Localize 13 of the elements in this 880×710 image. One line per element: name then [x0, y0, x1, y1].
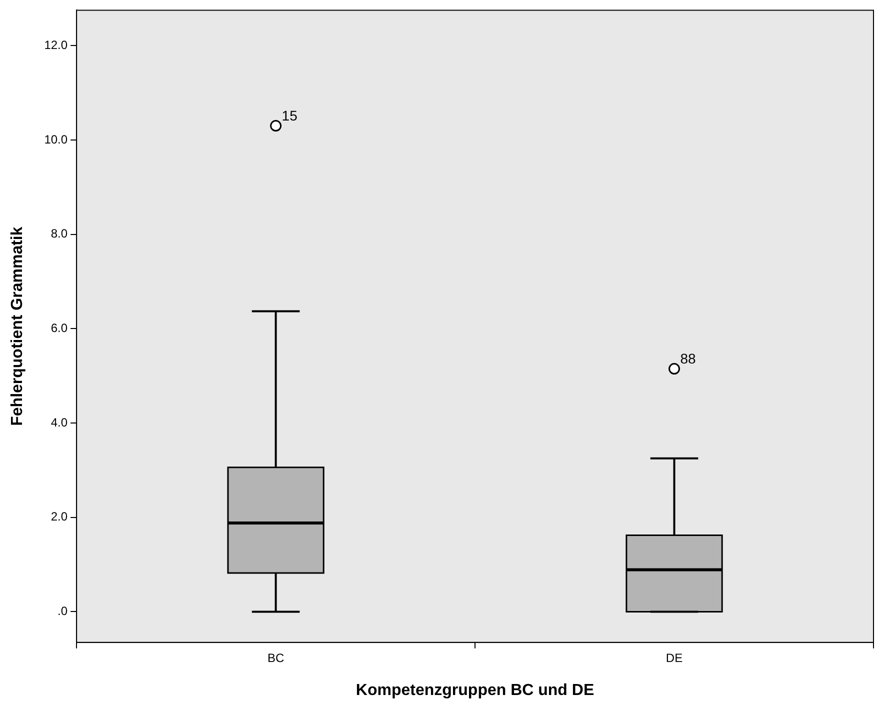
y-tick-label: 6.0 [50, 320, 68, 335]
y-tick-label: .0 [58, 604, 68, 618]
annotation: 15 [282, 108, 298, 124]
y-tick-label: 12.0 [44, 38, 68, 52]
x-tick-label: BC [267, 650, 284, 665]
y-tick-label: 8.0 [50, 226, 68, 241]
y-tick-label: 4.0 [50, 415, 68, 430]
y-tick-label: 10.0 [44, 132, 68, 146]
x-axis-title: Kompetenzgruppen BC und DE [356, 682, 594, 699]
annotation: 88 [680, 350, 696, 367]
y-axis-title: Fehlerquotient Grammatik [9, 226, 26, 426]
y-tick-label: 2.0 [50, 510, 68, 524]
x-tick-label: DE [666, 650, 683, 665]
